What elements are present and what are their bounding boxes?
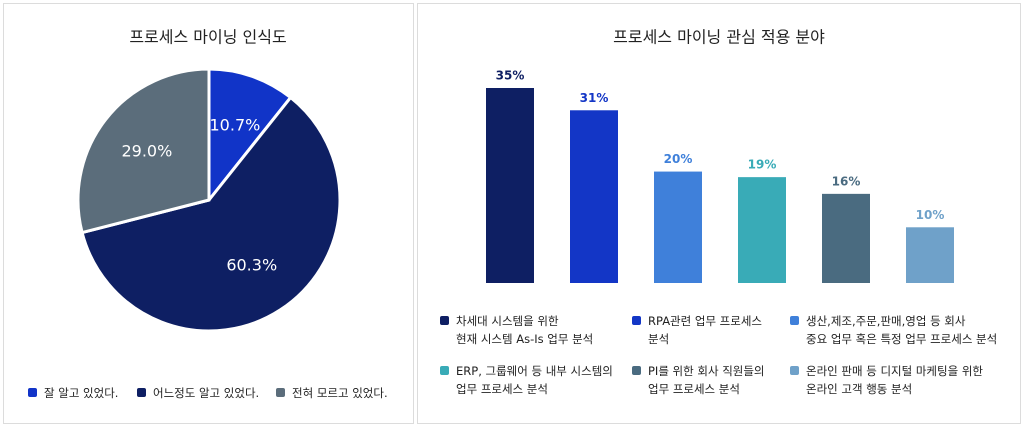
legend-swatch [790, 316, 799, 325]
legend-label: 전혀 모르고 있었다. [292, 386, 388, 400]
value-label: 29.0% [121, 141, 172, 160]
bar [822, 193, 870, 283]
legend-label: PI를 위한 회사 직원들의 업무 프로세스 분석 [648, 364, 765, 396]
bar [486, 88, 534, 283]
bar [570, 110, 618, 284]
chart-title: 프로세스 마이닝 인식도 [129, 28, 286, 47]
legend-swatch [440, 366, 449, 375]
legend-label: 어느정도 알고 있었다. [153, 386, 260, 400]
bar-panel [417, 3, 1021, 424]
legend-label: 잘 알고 있었다. [44, 386, 119, 400]
bar [906, 227, 954, 283]
legend-item: 어느정도 알고 있었다. [137, 384, 259, 402]
pie-slice [76, 67, 211, 235]
legend-label: 차세대 시스템을 위한 현재 시스템 As-Is 업무 분석 [456, 314, 594, 346]
value-label: 31% [580, 91, 609, 105]
legend-label: RPA관련 업무 프로세스 분석 [648, 314, 763, 346]
value-label: 35% [496, 69, 525, 83]
value-label: 10.7% [210, 115, 261, 134]
value-label: 60.3% [226, 255, 277, 274]
value-label: 20% [664, 152, 693, 166]
legend-item: 차세대 시스템을 위한 현재 시스템 As-Is 업무 분석 [440, 312, 593, 348]
legend-swatch [276, 388, 285, 397]
chart-title: 프로세스 마이닝 관심 적용 분야 [613, 28, 825, 47]
bar [738, 177, 786, 283]
legend-item: ERP, 그룹웨어 등 내부 시스템의 업무 프로세스 분석 [440, 362, 613, 398]
bar [654, 171, 702, 283]
legend-item: RPA관련 업무 프로세스 분석 [632, 312, 762, 348]
value-label: 16% [832, 174, 861, 188]
pie-slice [80, 95, 342, 333]
legend-item: 잘 알고 있었다. [28, 384, 118, 402]
legend-swatch [632, 366, 641, 375]
legend-swatch [440, 316, 449, 325]
legend-label: 생산,제조,주문,판매,영업 등 회사 중요 업무 혹은 특정 업무 프로세스 … [806, 314, 998, 346]
legend-swatch [632, 316, 641, 325]
legend-item: 온라인 판매 등 디지털 마케팅을 위한 온라인 고객 행동 분석 [790, 362, 983, 398]
value-label: 10% [916, 208, 945, 222]
legend-swatch [28, 388, 37, 397]
pie-slice [207, 67, 293, 205]
value-label: 19% [748, 158, 777, 172]
legend-item: PI를 위한 회사 직원들의 업무 프로세스 분석 [632, 362, 765, 398]
legend-label: 온라인 판매 등 디지털 마케팅을 위한 온라인 고객 행동 분석 [806, 364, 983, 396]
legend-item: 생산,제조,주문,판매,영업 등 회사 중요 업무 혹은 특정 업무 프로세스 … [790, 312, 997, 348]
pie-panel [3, 3, 414, 424]
legend-item: 전혀 모르고 있었다. [276, 384, 388, 402]
legend-swatch [790, 366, 799, 375]
legend-label: ERP, 그룹웨어 등 내부 시스템의 업무 프로세스 분석 [456, 364, 613, 396]
legend-swatch [137, 388, 146, 397]
